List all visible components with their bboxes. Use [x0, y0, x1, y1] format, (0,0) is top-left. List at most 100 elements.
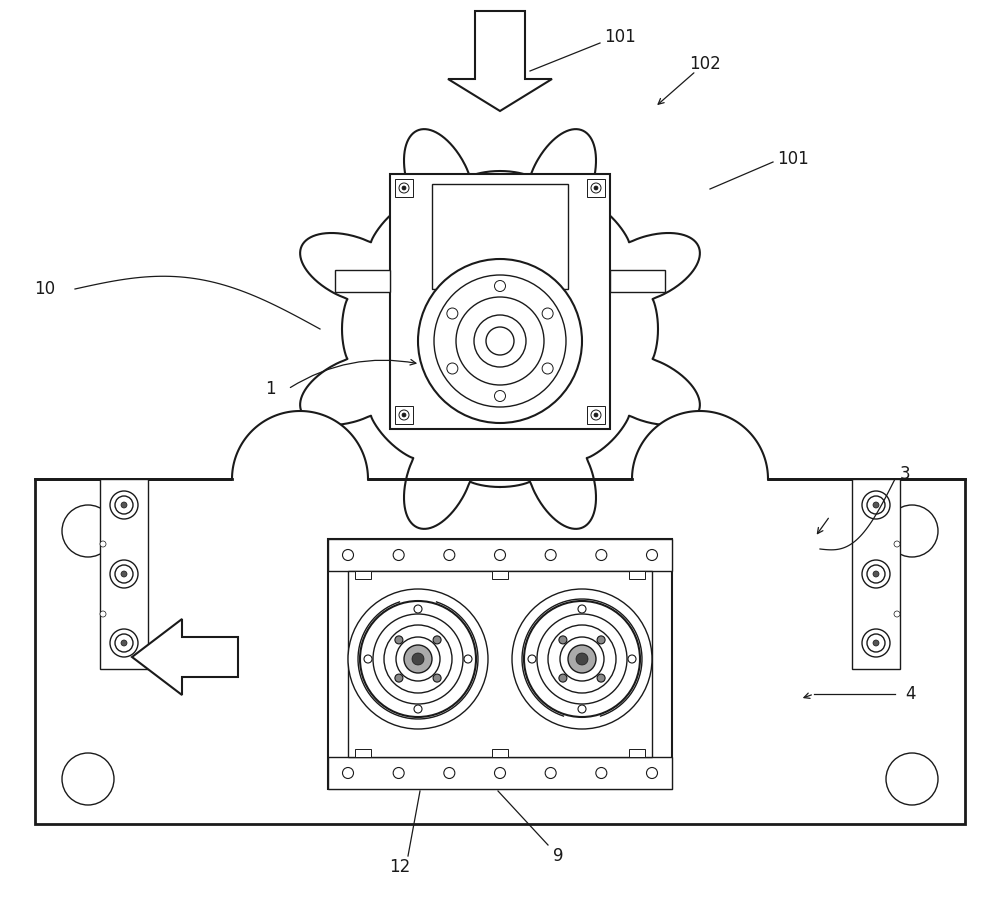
- Circle shape: [474, 315, 526, 367]
- Circle shape: [342, 767, 354, 778]
- Circle shape: [360, 601, 476, 717]
- Circle shape: [399, 183, 409, 193]
- Circle shape: [444, 767, 455, 778]
- Text: 102: 102: [689, 55, 721, 73]
- Text: 4: 4: [905, 685, 915, 703]
- Circle shape: [873, 571, 879, 577]
- Circle shape: [62, 753, 114, 805]
- Circle shape: [121, 640, 127, 646]
- Circle shape: [537, 614, 627, 704]
- Bar: [629, 749, 645, 757]
- Circle shape: [348, 589, 488, 729]
- Circle shape: [591, 410, 601, 420]
- Circle shape: [402, 186, 406, 190]
- Circle shape: [364, 655, 372, 663]
- Circle shape: [545, 550, 556, 561]
- Bar: [390, 174, 610, 429]
- Circle shape: [342, 550, 354, 561]
- Circle shape: [399, 410, 409, 420]
- Text: 12: 12: [389, 858, 411, 876]
- Bar: [587, 179, 605, 197]
- Circle shape: [542, 308, 553, 319]
- Circle shape: [115, 496, 133, 514]
- Circle shape: [494, 767, 506, 778]
- Bar: [492, 571, 508, 579]
- Bar: [432, 184, 568, 289]
- Circle shape: [110, 629, 138, 657]
- Circle shape: [384, 625, 452, 693]
- Polygon shape: [448, 11, 552, 111]
- Text: 101: 101: [777, 150, 809, 168]
- Bar: [328, 539, 672, 571]
- Circle shape: [867, 496, 885, 514]
- Circle shape: [115, 565, 133, 583]
- Bar: [587, 406, 605, 424]
- Circle shape: [886, 505, 938, 557]
- Circle shape: [867, 634, 885, 652]
- Bar: [610, 270, 665, 292]
- Circle shape: [512, 589, 652, 729]
- Circle shape: [628, 655, 636, 663]
- Circle shape: [402, 413, 406, 417]
- Circle shape: [494, 280, 506, 291]
- Circle shape: [121, 502, 127, 508]
- Circle shape: [447, 308, 458, 319]
- Circle shape: [418, 259, 582, 423]
- Circle shape: [597, 675, 605, 682]
- Circle shape: [395, 636, 403, 644]
- Text: 3: 3: [900, 465, 910, 483]
- Bar: [348, 571, 652, 757]
- Circle shape: [456, 297, 544, 385]
- Bar: [100, 479, 148, 669]
- Circle shape: [591, 183, 601, 193]
- Circle shape: [646, 767, 658, 778]
- Circle shape: [396, 637, 440, 681]
- Circle shape: [414, 605, 422, 613]
- Circle shape: [646, 550, 658, 561]
- Circle shape: [578, 605, 586, 613]
- Circle shape: [393, 767, 404, 778]
- Circle shape: [596, 767, 607, 778]
- Circle shape: [559, 636, 567, 644]
- Circle shape: [597, 636, 605, 644]
- Bar: [328, 539, 672, 789]
- Circle shape: [433, 675, 441, 682]
- Circle shape: [528, 655, 536, 663]
- Circle shape: [433, 636, 441, 644]
- Bar: [395, 179, 413, 197]
- Text: 101: 101: [604, 28, 636, 46]
- Circle shape: [100, 611, 106, 617]
- Circle shape: [894, 541, 900, 547]
- Circle shape: [862, 629, 890, 657]
- Text: 1: 1: [265, 380, 275, 398]
- Bar: [852, 479, 900, 669]
- Bar: [629, 571, 645, 579]
- Circle shape: [873, 502, 879, 508]
- Circle shape: [632, 411, 768, 547]
- Circle shape: [494, 550, 506, 561]
- Circle shape: [395, 675, 403, 682]
- Bar: [355, 571, 371, 579]
- Circle shape: [115, 634, 133, 652]
- Bar: [355, 749, 371, 757]
- Circle shape: [594, 186, 598, 190]
- Circle shape: [862, 560, 890, 588]
- Polygon shape: [300, 130, 700, 528]
- Circle shape: [464, 655, 472, 663]
- Circle shape: [542, 363, 553, 374]
- Circle shape: [545, 767, 556, 778]
- Circle shape: [867, 565, 885, 583]
- Circle shape: [548, 625, 616, 693]
- Circle shape: [447, 363, 458, 374]
- Text: 9: 9: [553, 847, 563, 865]
- Circle shape: [578, 705, 586, 713]
- Polygon shape: [132, 619, 238, 695]
- Bar: [328, 757, 672, 789]
- Circle shape: [494, 391, 506, 402]
- Circle shape: [434, 275, 566, 407]
- Bar: [35, 479, 965, 824]
- Circle shape: [444, 550, 455, 561]
- Circle shape: [393, 550, 404, 561]
- Bar: [335, 270, 390, 292]
- Circle shape: [100, 541, 106, 547]
